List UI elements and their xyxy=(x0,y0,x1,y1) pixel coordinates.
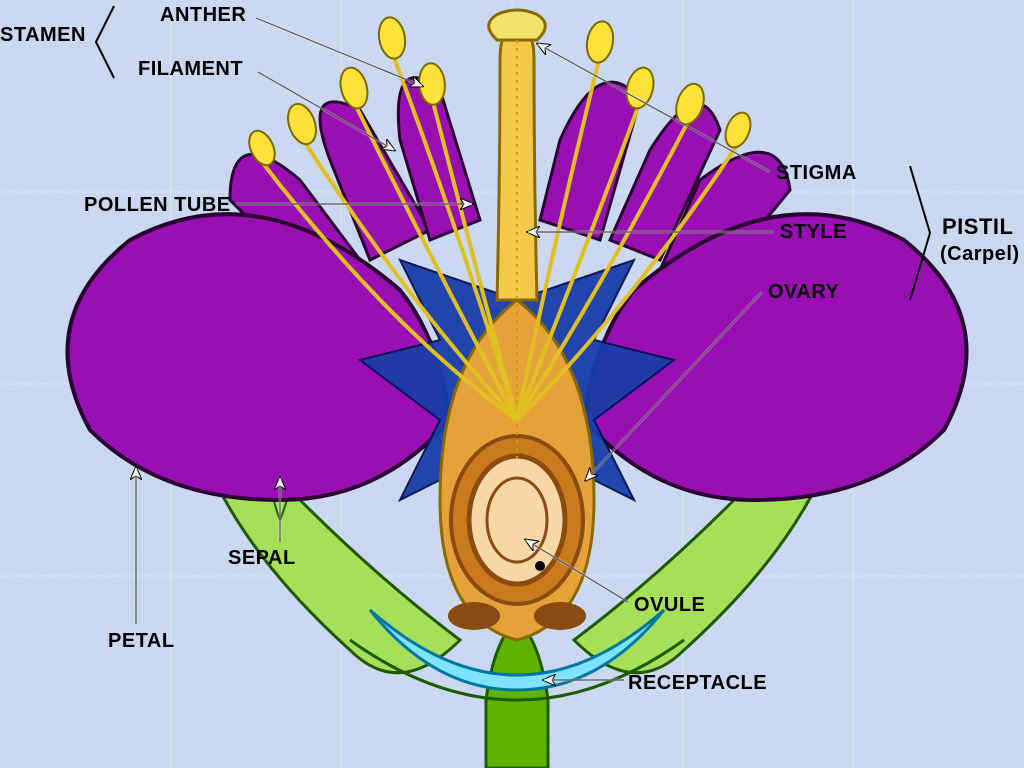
label-stigma: STIGMA xyxy=(776,162,857,185)
label-stamen: STAMEN xyxy=(0,24,86,47)
label-pistil: PISTIL xyxy=(942,214,1013,240)
label-receptacle: RECEPTACLE xyxy=(628,672,767,695)
label-style: STYLE xyxy=(780,221,847,244)
label-petal: PETAL xyxy=(108,630,175,653)
label-carpel: (Carpel) xyxy=(940,243,1020,266)
label-ovule: OVULE xyxy=(634,594,705,617)
label-sepal: SEPAL xyxy=(228,547,296,570)
label-pollen_tube: POLLEN TUBE xyxy=(84,194,231,217)
label-ovary: OVARY xyxy=(768,281,839,304)
label-filament: FILAMENT xyxy=(138,58,243,81)
label-anther: ANTHER xyxy=(160,4,246,27)
